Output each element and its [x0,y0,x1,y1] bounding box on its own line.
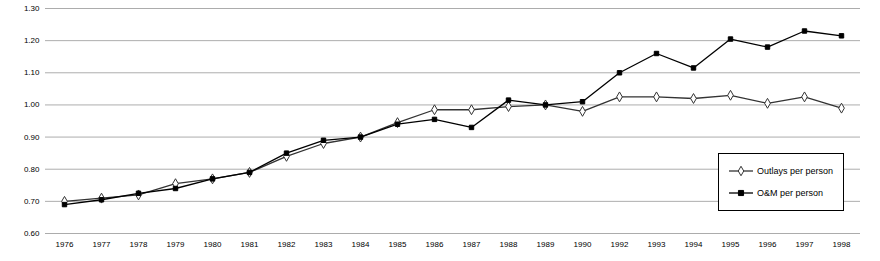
svg-text:1997: 1997 [796,240,814,249]
svg-text:0.70: 0.70 [24,197,40,206]
svg-text:1993: 1993 [648,240,666,249]
svg-text:1.00: 1.00 [24,100,40,109]
svg-text:1994: 1994 [685,240,703,249]
svg-text:1.20: 1.20 [24,36,40,45]
svg-text:1990: 1990 [574,240,592,249]
svg-text:1983: 1983 [315,240,333,249]
svg-text:0.60: 0.60 [24,229,40,238]
svg-text:1981: 1981 [241,240,259,249]
svg-text:1979: 1979 [167,240,185,249]
svg-text:1977: 1977 [93,240,111,249]
svg-text:1.10: 1.10 [24,68,40,77]
svg-text:1989: 1989 [537,240,555,249]
svg-text:1976: 1976 [56,240,74,249]
svg-text:1978: 1978 [130,240,148,249]
svg-text:1980: 1980 [204,240,222,249]
svg-text:1996: 1996 [759,240,777,249]
html-text:Outlays per person: Outlays per person [757,166,833,176]
svg-text:1985: 1985 [389,240,407,249]
svg-text:1986: 1986 [426,240,444,249]
svg-text:1988: 1988 [500,240,518,249]
svg-text:1.30: 1.30 [24,4,40,13]
svg-text:0.80: 0.80 [24,165,40,174]
svg-text:1984: 1984 [352,240,370,249]
svg-text:1987: 1987 [463,240,481,249]
svg-text:1982: 1982 [278,240,296,249]
svg-text:1992: 1992 [611,240,629,249]
svg-text:0.90: 0.90 [24,133,40,142]
html-text:O&M per person: O&M per person [757,188,823,198]
svg-text:1995: 1995 [722,240,740,249]
svg-text:1998: 1998 [833,240,851,249]
